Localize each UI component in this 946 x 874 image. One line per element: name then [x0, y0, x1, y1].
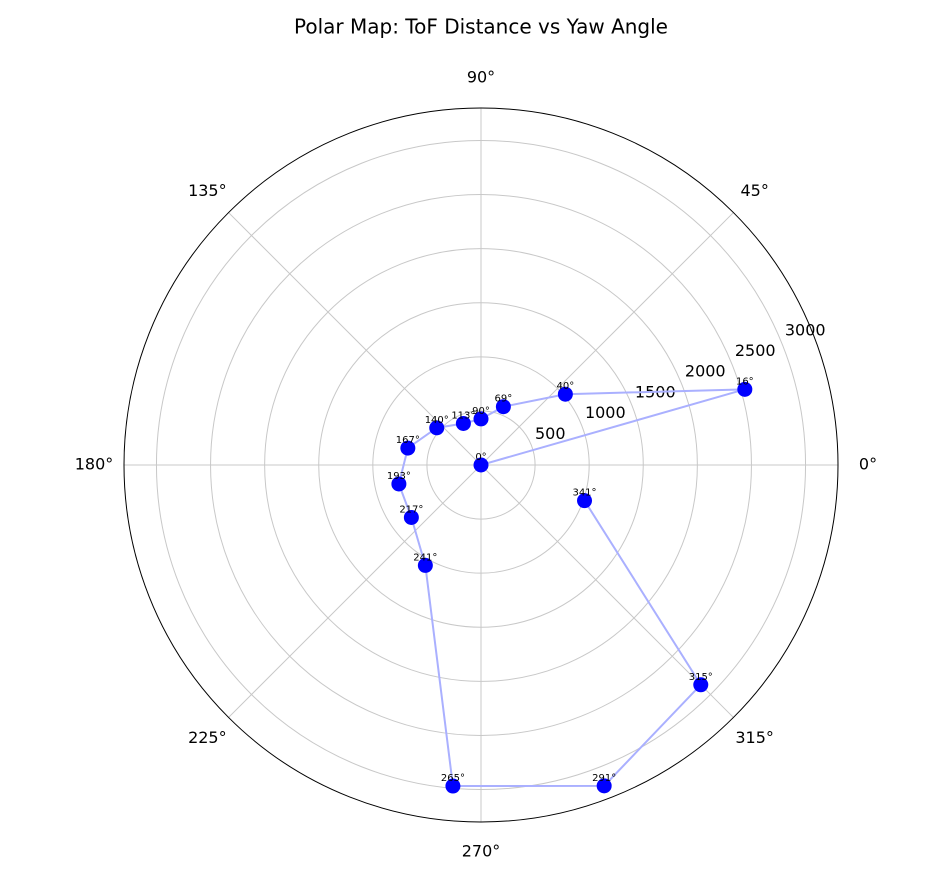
r-tick-label: 3000	[785, 320, 826, 339]
theta-tick-label: 45°	[740, 181, 768, 200]
theta-tick-label: 90°	[467, 68, 495, 87]
r-tick-label: 2000	[685, 362, 726, 381]
theta-tick-label: 135°	[188, 181, 227, 200]
point-label: 265°	[441, 773, 465, 784]
point-label: 341°	[572, 488, 596, 499]
point-label: 291°	[592, 773, 616, 784]
point	[577, 493, 593, 509]
theta-tick-label: 270°	[462, 842, 501, 861]
point	[495, 399, 511, 415]
point-label: 0°	[475, 452, 486, 463]
grid-spoke	[480, 464, 734, 718]
plot-frame	[123, 107, 839, 823]
point-label: 193°	[387, 471, 411, 482]
theta-tick-label: 225°	[188, 728, 227, 747]
point	[473, 457, 489, 473]
point	[455, 415, 471, 431]
theta-tick-label: 315°	[735, 728, 774, 747]
point	[391, 476, 407, 492]
point-label: 69°	[495, 394, 513, 405]
grid-spoke	[228, 464, 482, 718]
point	[473, 411, 489, 427]
grid-spoke	[480, 212, 734, 466]
point-label: 40°	[556, 381, 574, 392]
theta-tick-label: 180°	[75, 455, 114, 474]
r-tick-label: 2500	[735, 341, 776, 360]
point	[403, 509, 419, 525]
point	[737, 381, 753, 397]
point	[596, 778, 612, 794]
point-label: 113°	[451, 410, 475, 421]
point	[445, 778, 461, 794]
point-label: 140°	[425, 415, 449, 426]
point	[557, 386, 573, 402]
r-tick-label: 1000	[585, 403, 626, 422]
chart-title: Polar Map: ToF Distance vs Yaw Angle	[294, 15, 668, 39]
point-label: 167°	[396, 435, 420, 446]
point-label: 217°	[399, 504, 423, 515]
point	[693, 677, 709, 693]
point-label: 315°	[689, 672, 713, 683]
point	[417, 557, 433, 573]
point-label: 16°	[736, 376, 754, 387]
theta-tick-label: 0°	[859, 455, 877, 474]
point-label: 90°	[472, 406, 490, 417]
r-tick-label: 500	[535, 424, 566, 443]
series-line	[397, 388, 746, 788]
point	[400, 440, 416, 456]
point-label: 241°	[413, 552, 437, 563]
point	[429, 420, 445, 436]
